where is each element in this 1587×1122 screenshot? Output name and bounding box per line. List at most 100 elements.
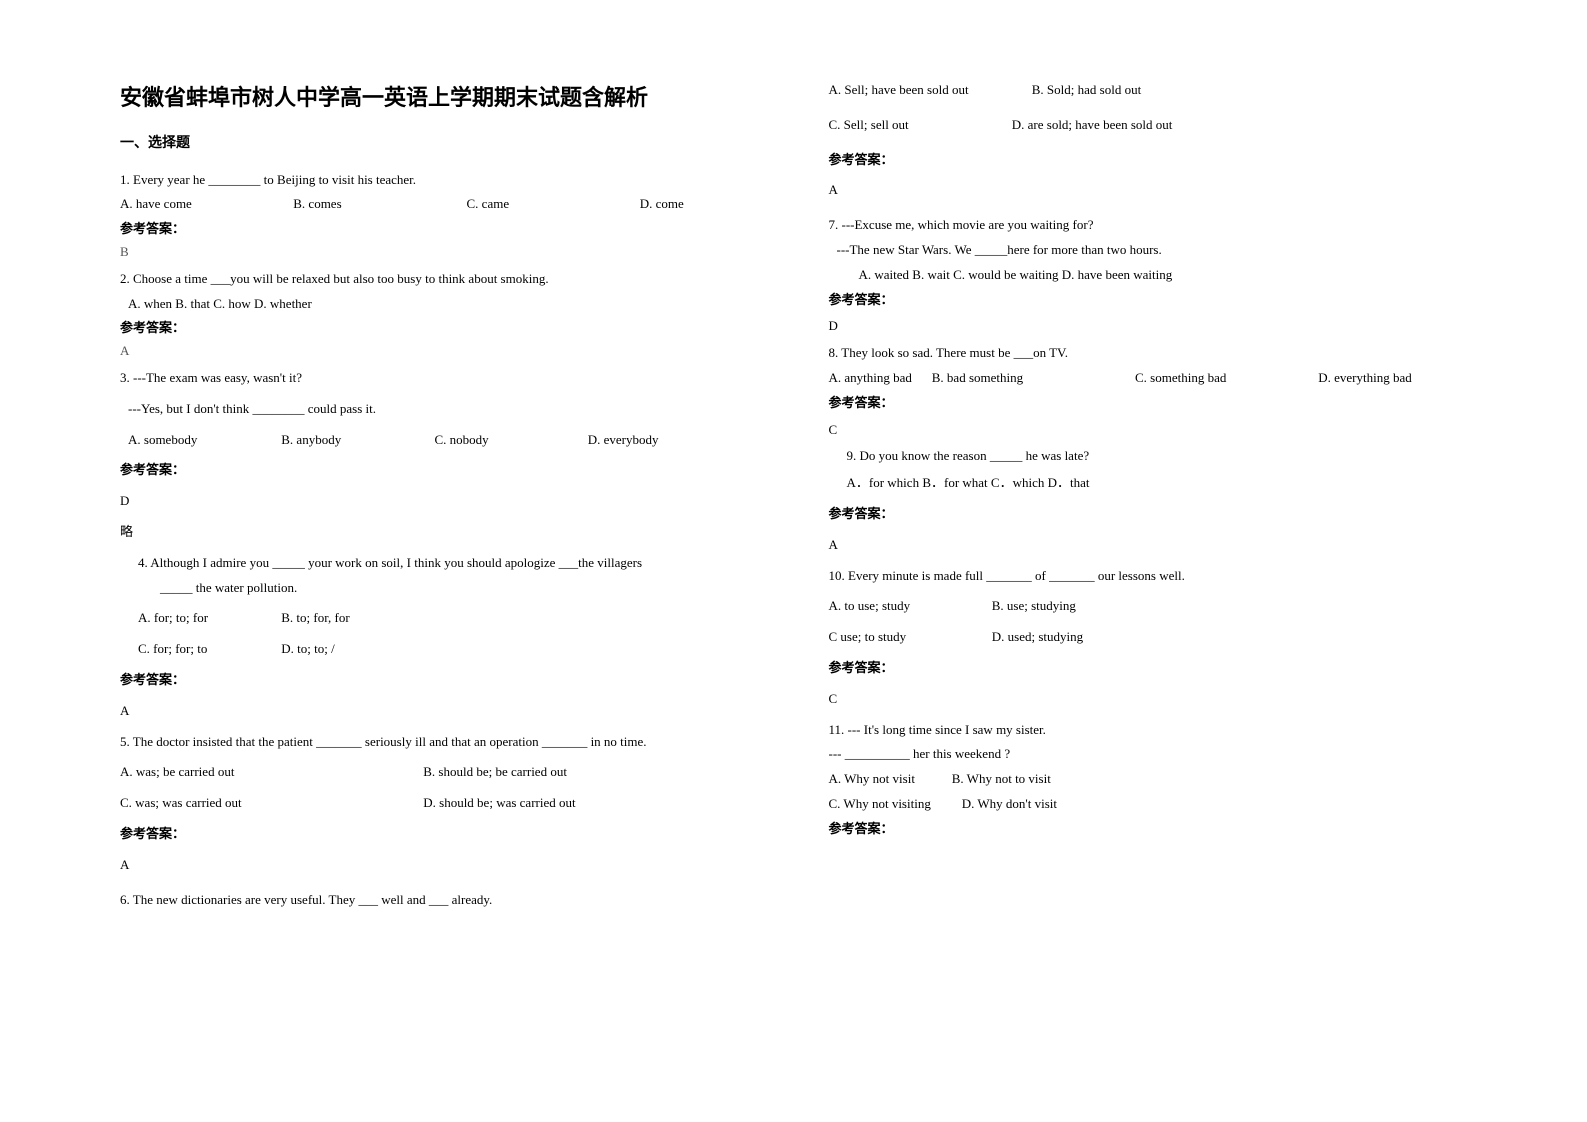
question-line1: 11. --- It's long time since I saw my si… <box>829 720 1468 741</box>
choice-d: D. are sold; have been sold out <box>1012 115 1173 136</box>
choice-c: C. came <box>467 194 637 215</box>
question-line2: ---Yes, but I don't think ________ could… <box>120 399 759 420</box>
choices-row-2: C. Why not visiting D. Why don't visit <box>829 794 1468 815</box>
answer-label: 参考答案： <box>829 819 1468 840</box>
answer-value: A <box>120 855 759 876</box>
choice-d: D. everything bad <box>1318 368 1412 389</box>
choice-d: D. used; studying <box>992 627 1083 648</box>
page-columns: 安徽省蚌埠市树人中学高一英语上学期期末试题含解析 一、选择题 1. Every … <box>120 80 1467 910</box>
choice-a: A. to use; study <box>829 596 989 617</box>
answer-value: A <box>120 701 759 722</box>
answer-value: D <box>829 316 1468 337</box>
choice-b: B. bad something <box>932 368 1132 389</box>
question-text: 8. They look so sad. There must be ___on… <box>829 343 1468 364</box>
choices-row-2: C use; to study D. used; studying <box>829 627 1468 648</box>
question-6-text: 6. The new dictionaries are very useful.… <box>120 890 759 911</box>
choice-c: C use; to study <box>829 627 989 648</box>
question-choices: A. when B. that C. how D. whether <box>120 294 759 315</box>
choice-d: D. come <box>640 194 684 215</box>
answer-label: 参考答案： <box>829 504 1468 525</box>
answer-label: 参考答案： <box>829 658 1468 679</box>
choice-d: D. Why don't visit <box>962 794 1057 815</box>
choice-a: A. anything bad <box>829 368 929 389</box>
choice-d: D. should be; was carried out <box>423 793 575 814</box>
choice-a: A. have come <box>120 194 290 215</box>
question-8: 8. They look so sad. There must be ___on… <box>829 343 1468 389</box>
answer-value: A <box>120 341 759 362</box>
question-11: 11. --- It's long time since I saw my si… <box>829 720 1468 815</box>
answer-label: 参考答案： <box>120 670 759 691</box>
question-line1: 4. Although I admire you _____ your work… <box>138 553 759 574</box>
question-4: 4. Although I admire you _____ your work… <box>120 553 759 660</box>
section-heading: 一、选择题 <box>120 133 759 155</box>
question-1: 1. Every year he ________ to Beijing to … <box>120 170 759 216</box>
choices-row-1: A. Sell; have been sold out B. Sold; had… <box>829 80 1468 101</box>
question-choices: A. waited B. wait C. would be waiting D.… <box>829 265 1468 286</box>
answer-label: 参考答案： <box>829 393 1468 414</box>
choice-a: A. was; be carried out <box>120 762 420 783</box>
question-line2: _____ the water pollution. <box>138 578 759 599</box>
choice-a: A. for; to; for <box>138 608 278 629</box>
choice-c: C. was; was carried out <box>120 793 420 814</box>
answer-label: 参考答案： <box>120 318 759 339</box>
question-3: 3. ---The exam was easy, wasn't it? ---Y… <box>120 368 759 450</box>
answer-value: D <box>120 491 759 512</box>
choice-c: C. for; for; to <box>138 639 278 660</box>
left-column: 安徽省蚌埠市树人中学高一英语上学期期末试题含解析 一、选择题 1. Every … <box>120 80 759 910</box>
choice-a: A. Sell; have been sold out <box>829 80 1029 101</box>
answer-value: C <box>829 420 1468 441</box>
question-2: 2. Choose a time ___you will be relaxed … <box>120 269 759 315</box>
choice-b: B. to; for, for <box>281 608 349 629</box>
omit-label: 略 <box>120 522 759 543</box>
choice-d: D. to; to; / <box>281 639 334 660</box>
answer-label: 参考答案： <box>120 460 759 481</box>
choices-row-2: C. Sell; sell out D. are sold; have been… <box>829 115 1468 136</box>
choices-row-1: A. was; be carried out B. should be; be … <box>120 762 759 783</box>
choice-b: B. use; studying <box>992 596 1076 617</box>
choice-b: B. anybody <box>281 430 431 451</box>
question-choices: A. somebody B. anybody C. nobody D. ever… <box>120 430 759 451</box>
right-column: A. Sell; have been sold out B. Sold; had… <box>829 80 1468 910</box>
answer-label: 参考答案： <box>829 150 1468 171</box>
choice-b: B. Sold; had sold out <box>1032 80 1141 101</box>
answer-value: A <box>829 180 1468 201</box>
question-line2: ---The new Star Wars. We _____here for m… <box>829 240 1468 261</box>
choice-c: C. nobody <box>435 430 585 451</box>
choices-row-2: C. was; was carried out D. should be; wa… <box>120 793 759 814</box>
question-text: 1. Every year he ________ to Beijing to … <box>120 170 759 191</box>
question-6-choices: A. Sell; have been sold out B. Sold; had… <box>829 80 1468 136</box>
question-line1: 3. ---The exam was easy, wasn't it? <box>120 368 759 389</box>
choices-row-1: A. for; to; for B. to; for, for <box>138 608 759 629</box>
choices-row-1: A. to use; study B. use; studying <box>829 596 1468 617</box>
choice-b: B. comes <box>293 194 463 215</box>
choice-d: D. everybody <box>588 430 659 451</box>
question-text: 2. Choose a time ___you will be relaxed … <box>120 269 759 290</box>
question-9: 9. Do you know the reason _____ he was l… <box>829 446 1468 494</box>
answer-label: 参考答案： <box>120 219 759 240</box>
choices-row-2: C. for; for; to D. to; to; / <box>138 639 759 660</box>
answer-value: A <box>829 535 1468 556</box>
question-choices: A．for which B．for what C．which D．that <box>847 473 1468 494</box>
question-text: 9. Do you know the reason _____ he was l… <box>847 446 1468 467</box>
question-text: 5. The doctor insisted that the patient … <box>120 732 759 753</box>
question-10: 10. Every minute is made full _______ of… <box>829 566 1468 648</box>
choice-c: C. Sell; sell out <box>829 115 1009 136</box>
answer-label: 参考答案： <box>120 824 759 845</box>
question-text: 10. Every minute is made full _______ of… <box>829 566 1468 587</box>
page-title: 安徽省蚌埠市树人中学高一英语上学期期末试题含解析 <box>120 80 759 115</box>
choice-a: A. Why not visit <box>829 769 949 790</box>
choices-row-1: A. Why not visit B. Why not to visit <box>829 769 1468 790</box>
question-line1: 7. ---Excuse me, which movie are you wai… <box>829 215 1468 236</box>
question-line2: --- __________ her this weekend ? <box>829 744 1468 765</box>
question-7: 7. ---Excuse me, which movie are you wai… <box>829 215 1468 285</box>
choice-c: C. Why not visiting <box>829 794 959 815</box>
question-choices: A. anything bad B. bad something C. some… <box>829 368 1468 389</box>
question-5: 5. The doctor insisted that the patient … <box>120 732 759 814</box>
answer-label: 参考答案： <box>829 290 1468 311</box>
choice-b: B. Why not to visit <box>952 769 1051 790</box>
question-choices: A. have come B. comes C. came D. come <box>120 194 759 215</box>
choice-c: C. something bad <box>1135 368 1315 389</box>
choice-b: B. should be; be carried out <box>423 762 567 783</box>
choice-a: A. somebody <box>128 430 278 451</box>
answer-value: B <box>120 242 759 263</box>
